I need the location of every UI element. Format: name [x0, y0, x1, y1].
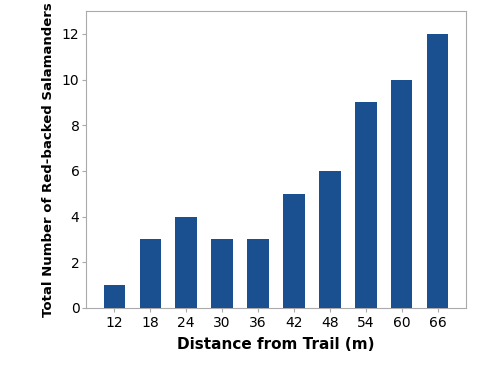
X-axis label: Distance from Trail (m): Distance from Trail (m): [177, 337, 375, 352]
Bar: [391, 80, 412, 308]
Bar: [283, 194, 305, 308]
Bar: [247, 239, 269, 308]
Bar: [427, 34, 448, 308]
Bar: [140, 239, 161, 308]
Bar: [104, 285, 125, 308]
Bar: [211, 239, 233, 308]
Bar: [176, 217, 197, 308]
Bar: [319, 171, 341, 308]
Bar: [355, 102, 376, 308]
Y-axis label: Total Number of Red-backed Salamanders: Total Number of Red-backed Salamanders: [42, 2, 55, 317]
